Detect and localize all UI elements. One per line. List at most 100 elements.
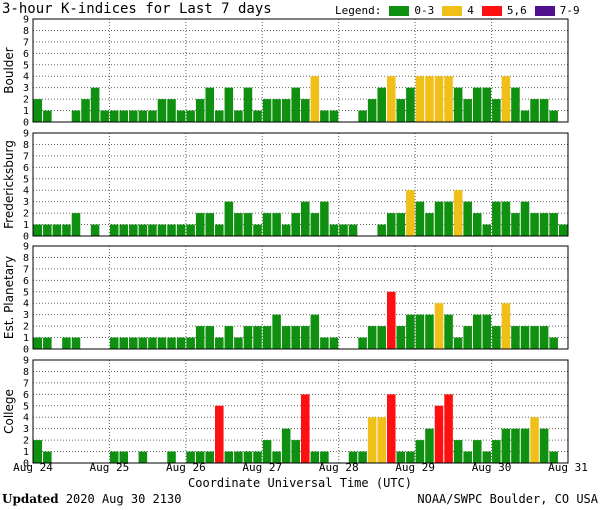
- k-index-bar: [386, 394, 396, 463]
- k-index-bar: [329, 224, 339, 236]
- y-tick-label: 8: [23, 253, 29, 264]
- k-index-bar: [492, 440, 501, 463]
- k-index-bar: [530, 99, 539, 122]
- x-tick-label: Aug 27: [242, 461, 282, 474]
- k-index-bar: [138, 337, 148, 349]
- k-index-bar: [205, 213, 215, 236]
- k-index-bar: [262, 440, 272, 463]
- k-index-bar: [453, 440, 463, 463]
- k-index-bar: [511, 87, 520, 122]
- k-index-bar: [501, 201, 511, 236]
- x-tick-label: Aug 30: [472, 461, 512, 474]
- k-index-bar: [329, 337, 339, 349]
- k-index-bar: [339, 224, 348, 236]
- k-index-bar: [43, 337, 52, 349]
- k-index-bar: [109, 337, 119, 349]
- k-index-bar: [492, 326, 501, 349]
- k-index-bar: [406, 314, 415, 349]
- credit-text: NOAA/SWPC Boulder, CO USA: [417, 492, 598, 506]
- k-index-bar: [396, 213, 406, 236]
- y-tick-label: 6: [23, 276, 29, 287]
- k-index-bar: [272, 314, 281, 349]
- k-index-bar: [167, 451, 176, 463]
- k-index-bar: [425, 428, 434, 463]
- y-tick-label: 4: [23, 413, 29, 424]
- k-index-bar: [281, 428, 291, 463]
- k-index-bar: [310, 213, 320, 236]
- y-tick-label: 5: [23, 174, 29, 185]
- y-tick-label: 8: [23, 140, 29, 151]
- y-tick-label: 3: [23, 424, 29, 435]
- k-index-bar: [358, 337, 367, 349]
- k-index-bar: [71, 110, 81, 122]
- y-tick-label: 6: [23, 49, 29, 60]
- k-index-bar: [43, 224, 52, 236]
- k-index-bar: [463, 451, 472, 463]
- k-index-bar: [310, 314, 320, 349]
- y-tick-label: 2: [23, 322, 29, 333]
- k-index-bar: [224, 201, 234, 236]
- k-index-bar: [205, 451, 215, 463]
- x-tick-label: Aug 31: [548, 461, 588, 474]
- k-index-bar: [81, 99, 90, 122]
- legend-label: Legend:: [335, 4, 382, 17]
- legend-item-label: 4: [467, 4, 474, 17]
- k-index-bar: [520, 110, 530, 122]
- k-index-bar: [386, 76, 396, 122]
- k-index-bar: [62, 337, 71, 349]
- k-index-bar: [215, 110, 224, 122]
- k-index-bar: [482, 224, 492, 236]
- k-index-bar: [434, 405, 444, 463]
- k-index-bar: [492, 99, 501, 122]
- k-index-bar: [501, 76, 511, 122]
- k-index-bar: [33, 440, 43, 463]
- y-tick-label: 0: [23, 118, 29, 129]
- k-index-bar: [453, 190, 463, 236]
- k-index-bar: [501, 428, 511, 463]
- k-index-bar: [482, 87, 492, 122]
- k-index-bar: [272, 99, 281, 122]
- k-index-bar: [415, 314, 425, 349]
- k-index-bar: [377, 417, 386, 463]
- k-index-bar: [425, 213, 434, 236]
- k-index-bar: [320, 337, 329, 349]
- k-index-bar: [186, 110, 195, 122]
- k-index-bar: [463, 99, 472, 122]
- k-index-bar: [119, 337, 129, 349]
- k-index-bar: [33, 99, 43, 122]
- k-index-bar: [539, 326, 549, 349]
- panel-frame: [32, 132, 569, 237]
- y-tick-label: 1: [23, 220, 29, 231]
- k-index-bar: [310, 76, 320, 122]
- y-tick-label: 2: [23, 95, 29, 106]
- y-tick-label: 9: [23, 15, 29, 26]
- updated-label: Updated: [2, 492, 59, 506]
- k-index-bar: [320, 201, 329, 236]
- y-tick-label: 0: [23, 232, 29, 243]
- k-index-bar: [301, 326, 310, 349]
- k-index-bar: [71, 337, 81, 349]
- y-tick-label: 9: [23, 242, 29, 253]
- panel-label: College: [2, 389, 16, 434]
- y-tick-label: 1: [23, 447, 29, 458]
- k-index-bar: [234, 451, 243, 463]
- k-index-bar: [262, 213, 272, 236]
- chart-title: 3-hour K-indices for Last 7 days: [2, 1, 272, 17]
- k-index-bar: [434, 303, 444, 349]
- k-index-bar: [530, 213, 539, 236]
- legend-swatch: [389, 5, 410, 16]
- k-index-bar: [195, 451, 205, 463]
- k-index-bar: [215, 224, 224, 236]
- legend-item-4: 4: [442, 4, 474, 17]
- k-index-bar: [434, 76, 444, 122]
- k-index-bar: [272, 451, 281, 463]
- x-axis-label: Coordinate Universal Time (UTC): [188, 476, 412, 490]
- k-index-bar: [558, 224, 568, 236]
- y-tick-label: 3: [23, 310, 29, 321]
- k-index-bar: [195, 99, 205, 122]
- k-index-bar: [453, 337, 463, 349]
- k-index-bar: [138, 110, 148, 122]
- k-index-bar: [367, 99, 377, 122]
- legend-item-7-9: 7-9: [534, 4, 580, 17]
- k-index-bar: [444, 314, 453, 349]
